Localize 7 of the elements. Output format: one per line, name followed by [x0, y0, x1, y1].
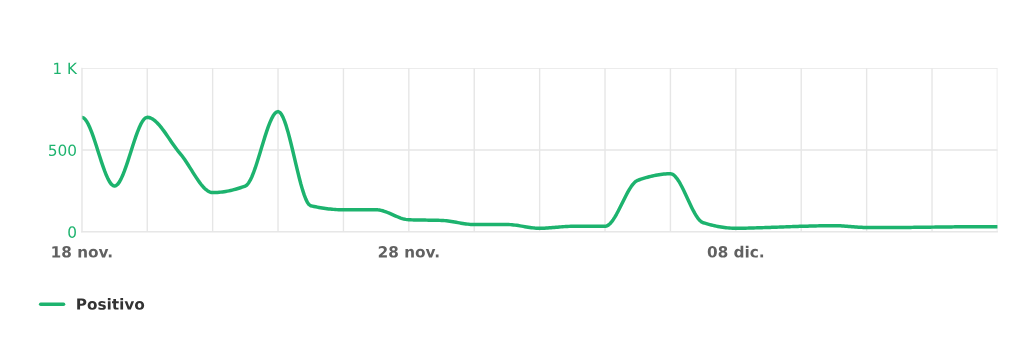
y-tick-label: 0 — [68, 226, 76, 238]
x-tick-label: 28 nov. — [378, 246, 439, 258]
x-tick-label: 08 dic. — [707, 245, 764, 258]
y-tick-label: 500 — [49, 144, 76, 157]
legend-label: Positivo — [77, 298, 145, 310]
y-tick-label: 1 K — [54, 62, 78, 74]
x-tick-label: 18 nov. — [52, 246, 112, 258]
